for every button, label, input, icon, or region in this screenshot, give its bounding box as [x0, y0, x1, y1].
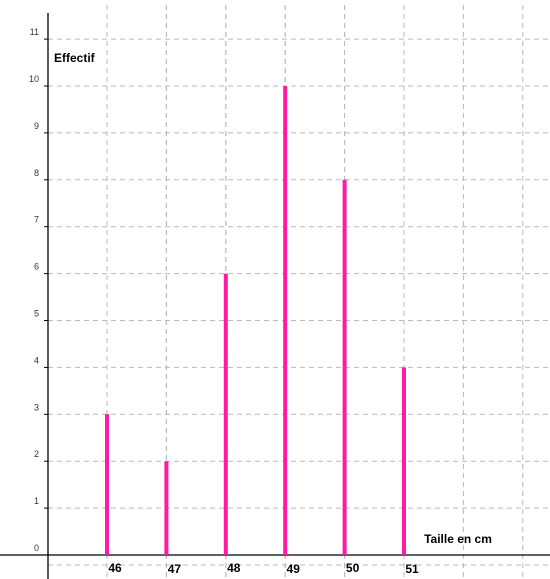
y-tick-label: 5: [34, 309, 39, 319]
y-tick-labels: 0 1 2 3 4 5 6 7 8 9 10 11: [29, 27, 39, 553]
x-axis-title: Taille en cm: [424, 532, 492, 546]
grid-lines: [48, 5, 550, 579]
bars: [105, 86, 406, 555]
y-tick-label: 9: [34, 121, 39, 131]
y-tick-label: 10: [29, 74, 39, 84]
x-tick-label: 48: [227, 561, 241, 575]
y-tick-label: 11: [30, 27, 39, 37]
x-tick-label: 51: [405, 562, 419, 576]
y-tick-label: 8: [34, 168, 39, 178]
y-tick-label: 7: [34, 215, 39, 225]
x-tick-label: 49: [287, 562, 301, 576]
y-tick-label: 4: [34, 355, 39, 365]
y-tick-label: 0: [34, 543, 39, 553]
y-tick-label: 2: [34, 449, 39, 459]
x-tick-label: 46: [108, 561, 122, 575]
x-tick-labels: 46 47 48 49 50 51: [108, 561, 419, 576]
y-tick-label: 1: [34, 496, 39, 506]
y-tick-label: 3: [34, 402, 39, 412]
x-tick-label: 47: [168, 562, 182, 576]
y-tick-label: 6: [34, 262, 39, 272]
x-tick-label: 50: [346, 561, 360, 575]
y-axis-title: Effectif: [54, 51, 96, 65]
